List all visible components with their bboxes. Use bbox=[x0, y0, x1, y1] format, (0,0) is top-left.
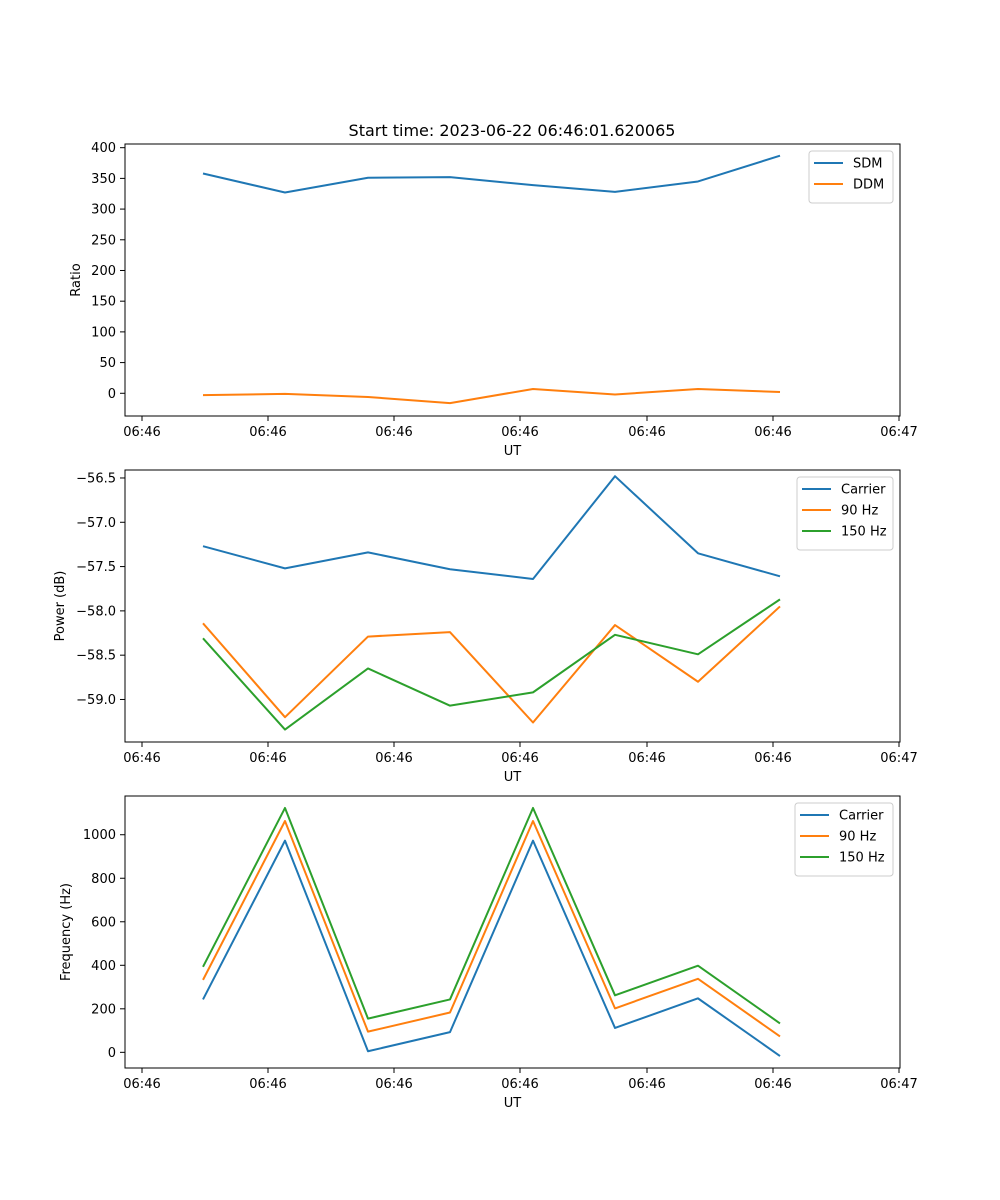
y-tick-label: −58.5 bbox=[76, 649, 116, 664]
y-tick-label: 300 bbox=[91, 203, 116, 218]
y-tick-label: 350 bbox=[91, 172, 116, 187]
y-tick-label: 800 bbox=[91, 872, 116, 887]
x-tick-label: 06:46 bbox=[375, 425, 412, 440]
legend-entry: SDM bbox=[853, 157, 882, 172]
x-tick-label: 06:46 bbox=[123, 1077, 160, 1092]
figure-title: Start time: 2023-06-22 06:46:01.620065 bbox=[349, 121, 676, 140]
y-tick-label: 600 bbox=[91, 915, 116, 930]
series-line-carrier bbox=[202, 839, 781, 1057]
y-tick-label: 1000 bbox=[83, 828, 116, 843]
y-tick-label: 50 bbox=[99, 356, 116, 371]
y-tick-label: 400 bbox=[91, 141, 116, 156]
legend-entry: 150 Hz bbox=[839, 851, 885, 866]
x-axis-label: UT bbox=[504, 444, 522, 459]
x-tick-label: 06:46 bbox=[249, 1077, 286, 1092]
x-tick-label: 06:46 bbox=[501, 751, 538, 766]
legend-entry: 90 Hz bbox=[839, 830, 876, 845]
y-tick-label: 250 bbox=[91, 233, 116, 248]
y-tick-label: 0 bbox=[108, 387, 116, 402]
x-tick-label: 06:46 bbox=[375, 751, 412, 766]
y-tick-label: 400 bbox=[91, 959, 116, 974]
x-tick-label: 06:46 bbox=[754, 425, 791, 440]
x-axis-label: UT bbox=[504, 770, 522, 785]
plot-frame bbox=[124, 143, 901, 417]
charts: 06:46 06:46 06:46 06:46 06:46 06:46 06:47 0 50 10… bbox=[53, 141, 918, 1111]
series-line-carrier bbox=[202, 475, 781, 580]
x-tick-label: 06:47 bbox=[880, 425, 917, 440]
y-tick-label: −59.0 bbox=[76, 693, 116, 708]
series-line-150-hz bbox=[202, 598, 781, 731]
legend-entry: Carrier bbox=[841, 483, 886, 498]
x-tick-label: 06:46 bbox=[375, 1077, 412, 1092]
series-line-90-hz bbox=[202, 820, 781, 1038]
legend-entry: 90 Hz bbox=[841, 504, 878, 519]
legend-entry: DDM bbox=[853, 178, 884, 193]
x-tick-label: 06:46 bbox=[501, 425, 538, 440]
x-tick-label: 06:46 bbox=[628, 425, 665, 440]
x-tick-label: 06:46 bbox=[754, 1077, 791, 1092]
y-tick-label: −57.0 bbox=[76, 516, 116, 531]
x-tick-label: 06:47 bbox=[880, 1077, 917, 1092]
x-tick-label: 06:46 bbox=[249, 425, 286, 440]
series-line-ddm bbox=[202, 387, 781, 405]
y-tick-label: 200 bbox=[91, 264, 116, 279]
y-tick-label: 0 bbox=[108, 1046, 116, 1061]
x-tick-label: 06:46 bbox=[123, 751, 160, 766]
y-tick-label: 150 bbox=[91, 295, 116, 310]
legend-entry: 150 Hz bbox=[841, 525, 887, 540]
series-line-sdm bbox=[202, 154, 781, 194]
y-tick-label: 100 bbox=[91, 325, 116, 340]
y-axis-label: Frequency (Hz) bbox=[59, 883, 74, 981]
plot-frame bbox=[124, 469, 901, 743]
y-axis-label: Power (dB) bbox=[53, 571, 68, 642]
x-axis-label: UT bbox=[504, 1096, 522, 1111]
x-tick-label: 06:46 bbox=[123, 425, 160, 440]
y-tick-label: −58.0 bbox=[76, 604, 116, 619]
x-tick-label: 06:46 bbox=[628, 751, 665, 766]
chart-panel-1: 06:46 06:46 06:46 06:46 06:46 06:46 06:47 0 50 10… bbox=[69, 141, 918, 459]
y-tick-label: 200 bbox=[91, 1002, 116, 1017]
chart-panel-2: 06:46 06:46 06:46 06:46 06:46 06:46 06:47 −59.0… bbox=[53, 469, 918, 785]
y-tick-label: −56.5 bbox=[76, 471, 116, 486]
y-axis-label: Ratio bbox=[69, 263, 84, 296]
x-tick-label: 06:46 bbox=[501, 1077, 538, 1092]
x-tick-label: 06:46 bbox=[628, 1077, 665, 1092]
x-tick-label: 06:46 bbox=[249, 751, 286, 766]
series-line-90-hz bbox=[202, 605, 781, 724]
series-line-150-hz bbox=[202, 806, 781, 1025]
plot-frame bbox=[124, 795, 901, 1069]
y-tick-label: −57.5 bbox=[76, 560, 116, 575]
chart-panel-3: 06:46 06:46 06:46 06:46 06:46 06:46 06:47 0 200 4… bbox=[59, 795, 918, 1111]
x-tick-label: 06:47 bbox=[880, 751, 917, 766]
x-tick-label: 06:46 bbox=[754, 751, 791, 766]
legend-entry: Carrier bbox=[839, 809, 884, 824]
